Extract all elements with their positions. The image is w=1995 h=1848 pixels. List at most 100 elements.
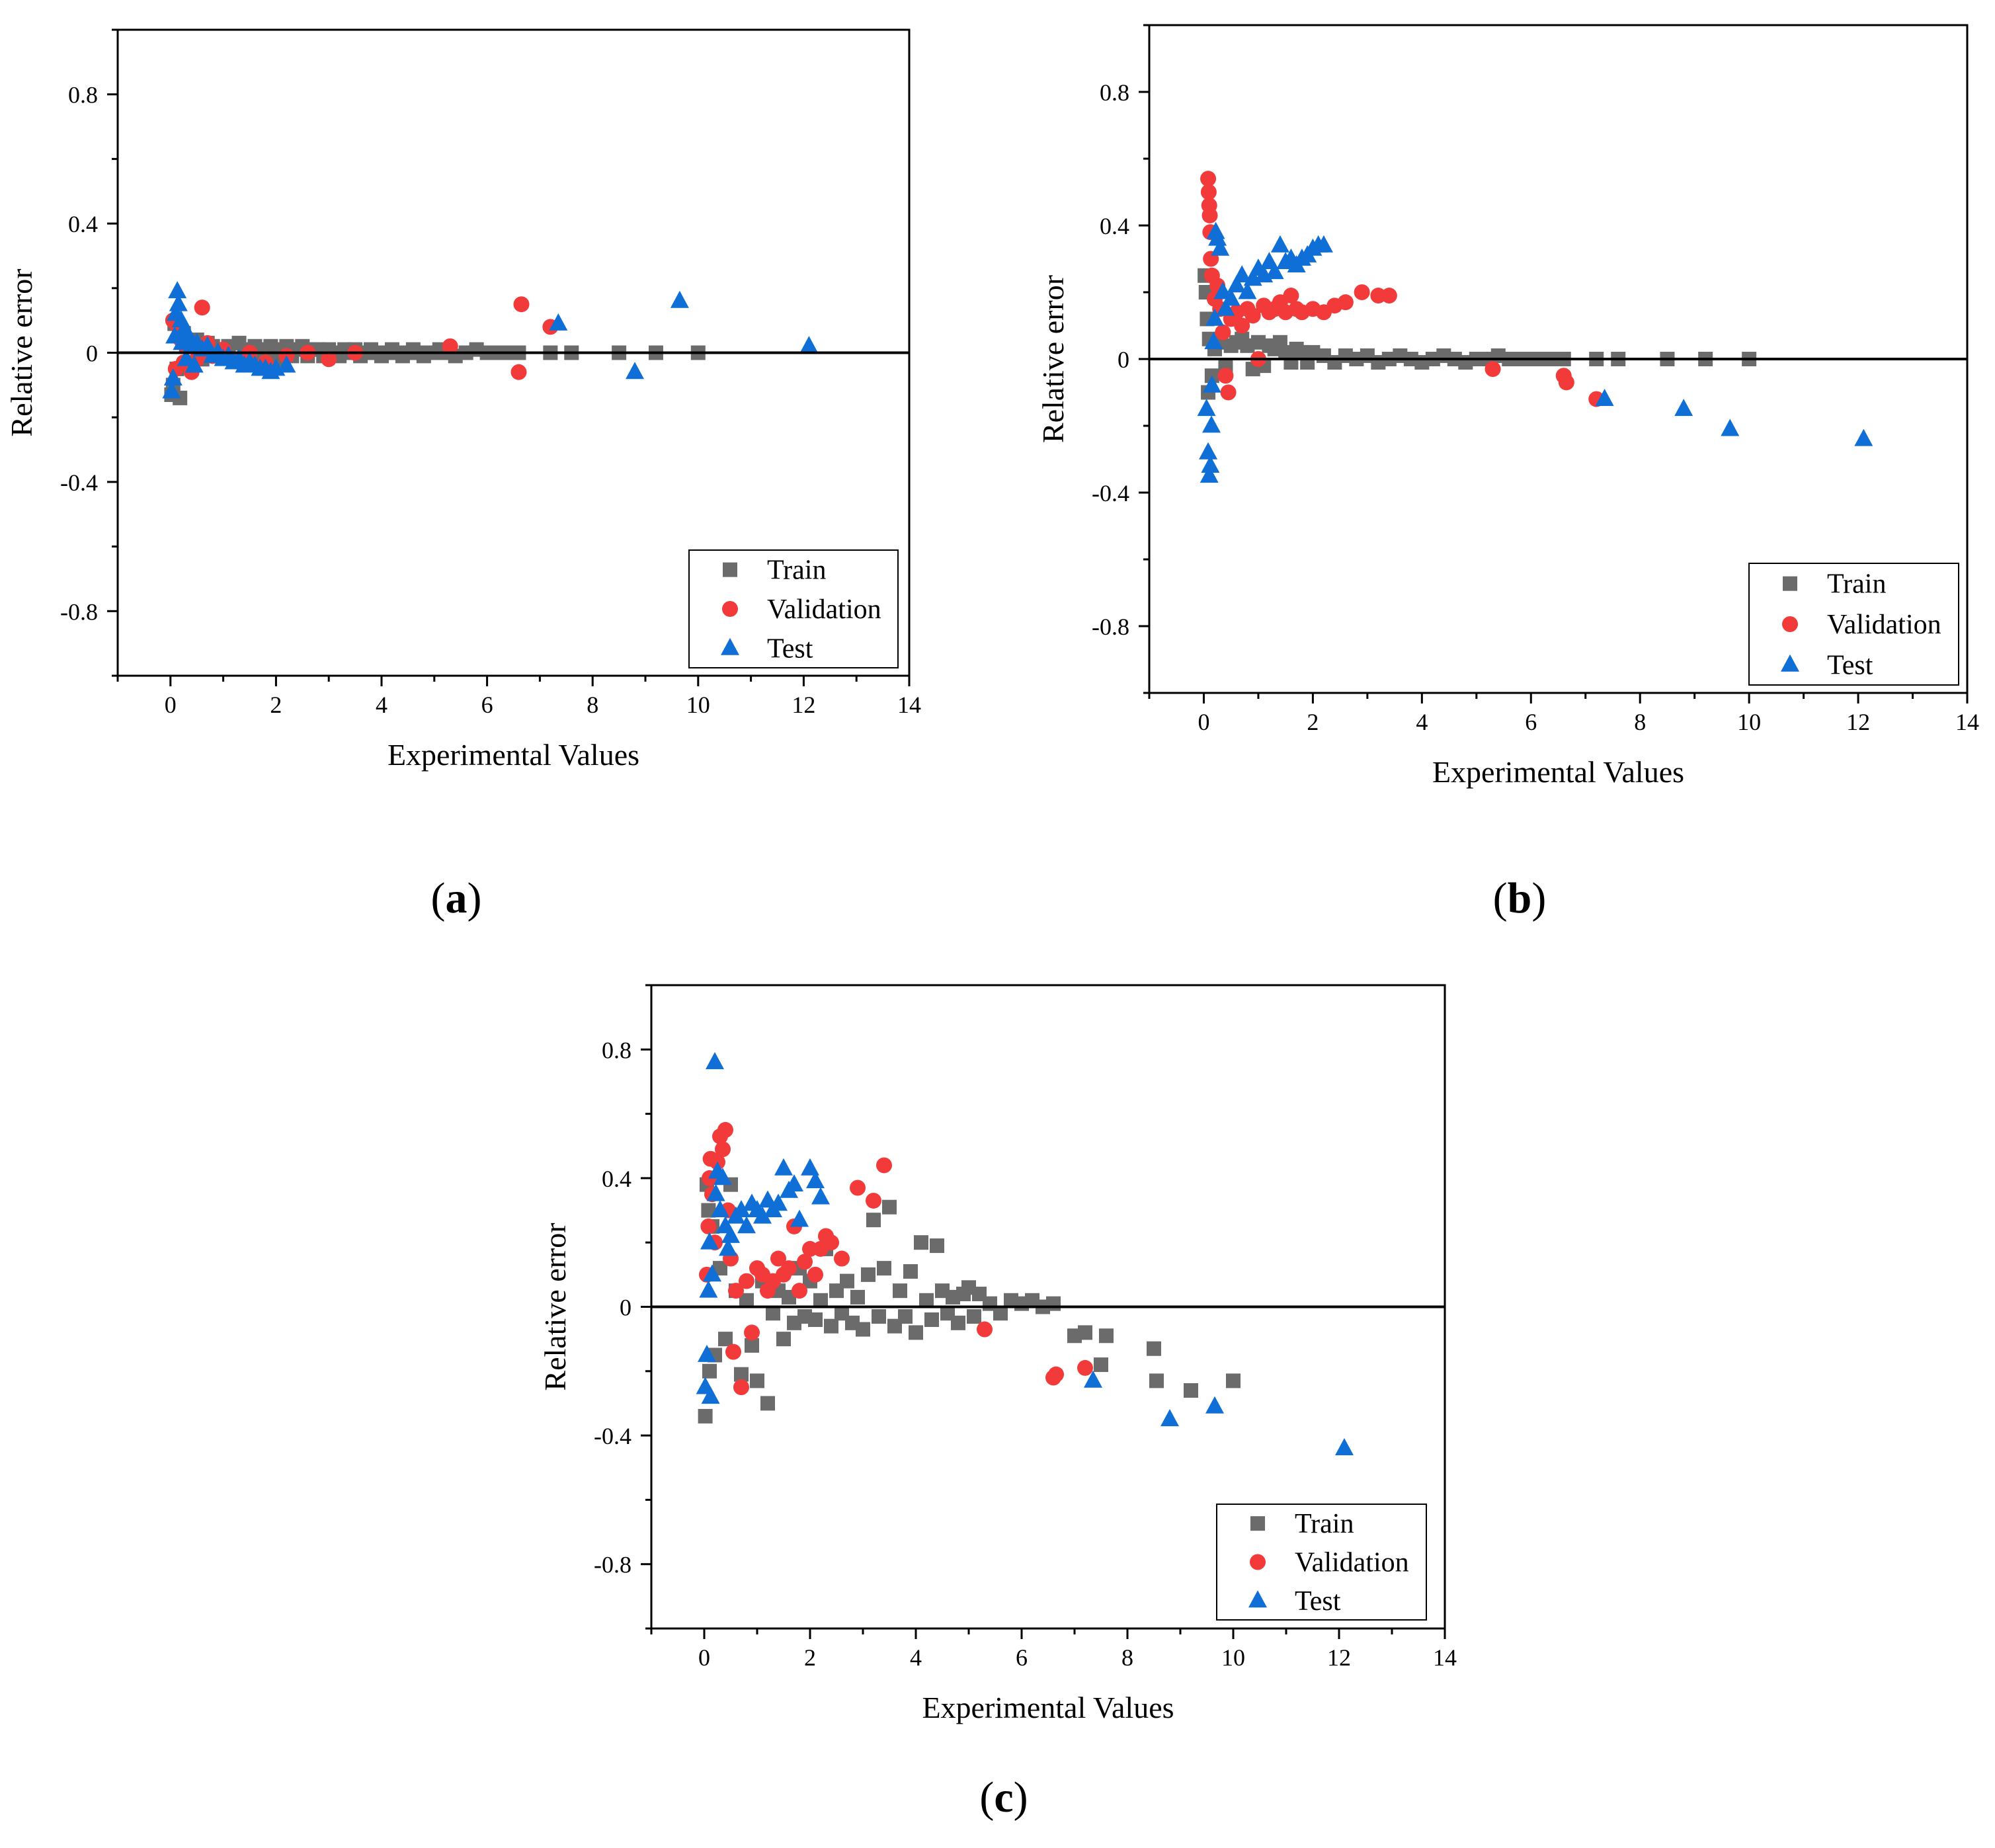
data-point-test: [670, 290, 689, 308]
data-point-test: [1084, 1370, 1102, 1388]
data-point-validation: [1220, 384, 1237, 401]
data-point-validation: [733, 1379, 749, 1396]
data-point-validation: [321, 351, 337, 368]
data-point-test: [1201, 456, 1220, 473]
data-point-test: [769, 1193, 788, 1211]
data-point-validation: [977, 1321, 993, 1338]
data-point-train: [866, 1213, 881, 1228]
data-point-validation: [1077, 1359, 1093, 1376]
data-point-train: [713, 1261, 727, 1276]
x-axis-title: Experimental Values: [922, 1691, 1174, 1724]
series-test: [696, 1052, 1354, 1455]
legend-label-validation: Validation: [767, 594, 881, 625]
data-point-test: [626, 362, 645, 380]
x-tick-label: 6: [1525, 709, 1537, 735]
x-tick-label: 6: [1016, 1644, 1028, 1671]
legend-marker-validation: [722, 601, 738, 617]
data-point-test: [753, 1206, 772, 1224]
data-point-test: [711, 1199, 729, 1217]
y-tick-label: 0.4: [602, 1166, 631, 1192]
x-tick-label: 10: [1221, 1644, 1245, 1671]
data-point-test: [1160, 1409, 1179, 1427]
x-tick-label: 4: [910, 1644, 922, 1671]
data-point-test: [1270, 235, 1289, 253]
legend-marker-train: [1250, 1516, 1265, 1531]
chart-panel-b: 0 2 4 6 8 10 12 14 -0.8 -0.4 0 0.4 0.8 Experimental V…: [1036, 24, 1979, 922]
data-point-test: [703, 1264, 721, 1282]
x-tick-label: 14: [1955, 709, 1979, 735]
data-point-train: [930, 1238, 944, 1254]
data-point-train: [813, 1293, 828, 1308]
data-point-test: [1238, 282, 1257, 300]
data-point-train: [1094, 1357, 1108, 1373]
data-point-validation: [1215, 324, 1231, 341]
x-tick-label: 4: [376, 692, 387, 718]
data-point-train: [861, 1267, 875, 1282]
data-point-validation: [1217, 368, 1234, 384]
x-tick-label: 2: [804, 1644, 816, 1671]
data-point-train: [698, 1408, 713, 1424]
data-point-train: [1184, 1383, 1198, 1398]
data-point-test: [1197, 399, 1216, 417]
y-tick-label: -0.8: [594, 1552, 631, 1578]
data-point-test: [1199, 442, 1218, 460]
x-tick-label: 4: [1416, 709, 1428, 735]
x-axis-title: Experimental Values: [1432, 755, 1684, 789]
data-point-test: [799, 336, 819, 354]
data-point-test: [1202, 415, 1221, 433]
x-tick-label: 10: [1737, 709, 1761, 735]
x-tick-label: 14: [1433, 1644, 1457, 1671]
data-point-test: [1204, 332, 1223, 350]
data-point-validation: [1337, 294, 1354, 311]
data-point-validation: [1244, 307, 1261, 324]
data-point-validation: [442, 338, 458, 354]
data-point-validation: [807, 1266, 823, 1283]
data-point-train: [840, 1273, 854, 1289]
data-point-validation: [834, 1250, 850, 1267]
legend-marker-train: [1783, 576, 1797, 591]
data-point-test: [1854, 428, 1873, 446]
data-point-validation: [866, 1192, 881, 1209]
data-point-validation: [850, 1180, 866, 1196]
data-point-test: [801, 1158, 819, 1176]
y-tick-label: 0: [1118, 346, 1129, 373]
data-point-train: [882, 1199, 897, 1215]
x-tick-label: 0: [165, 692, 177, 718]
data-point-validation: [510, 364, 527, 380]
legend-marker-test: [1781, 654, 1799, 672]
data-point-test: [1335, 1437, 1354, 1455]
data-point-validation: [194, 300, 210, 316]
data-point-test: [806, 1171, 825, 1189]
legend-label-test: Test: [1827, 650, 1873, 680]
legend-label-train: Train: [1295, 1509, 1354, 1539]
data-point-test: [1213, 282, 1233, 300]
data-point-validation: [876, 1157, 892, 1174]
data-point-test: [706, 1052, 724, 1070]
data-point-validation: [1558, 374, 1574, 391]
data-point-validation: [715, 1141, 731, 1158]
data-point-test: [790, 1209, 809, 1227]
y-tick-label: 0.8: [602, 1037, 631, 1063]
data-point-test: [1721, 419, 1740, 436]
x-tick-label: 0: [698, 1644, 710, 1671]
y-axis-title: Relative error: [5, 268, 38, 436]
data-point-train: [898, 1309, 913, 1324]
data-point-test: [732, 1199, 751, 1217]
x-tick-label: 2: [1307, 709, 1319, 735]
data-point-train: [1099, 1328, 1114, 1344]
legend: Train Validation Test: [1748, 563, 1959, 686]
legend-marker-validation: [1782, 616, 1798, 632]
data-point-validation: [513, 296, 530, 313]
x-tick-label: 0: [1198, 709, 1209, 735]
data-point-test: [1202, 375, 1221, 393]
data-point-test: [698, 1344, 716, 1362]
data-point-test: [719, 1238, 737, 1256]
data-point-validation: [770, 1250, 786, 1267]
data-point-train: [702, 1363, 717, 1379]
data-point-validation: [1354, 284, 1370, 300]
x-tick-label: 6: [481, 692, 493, 718]
y-tick-label: -0.4: [60, 469, 98, 496]
data-point-test: [168, 281, 187, 299]
data-point-validation: [1234, 317, 1250, 334]
data-point-test: [1205, 1396, 1224, 1414]
